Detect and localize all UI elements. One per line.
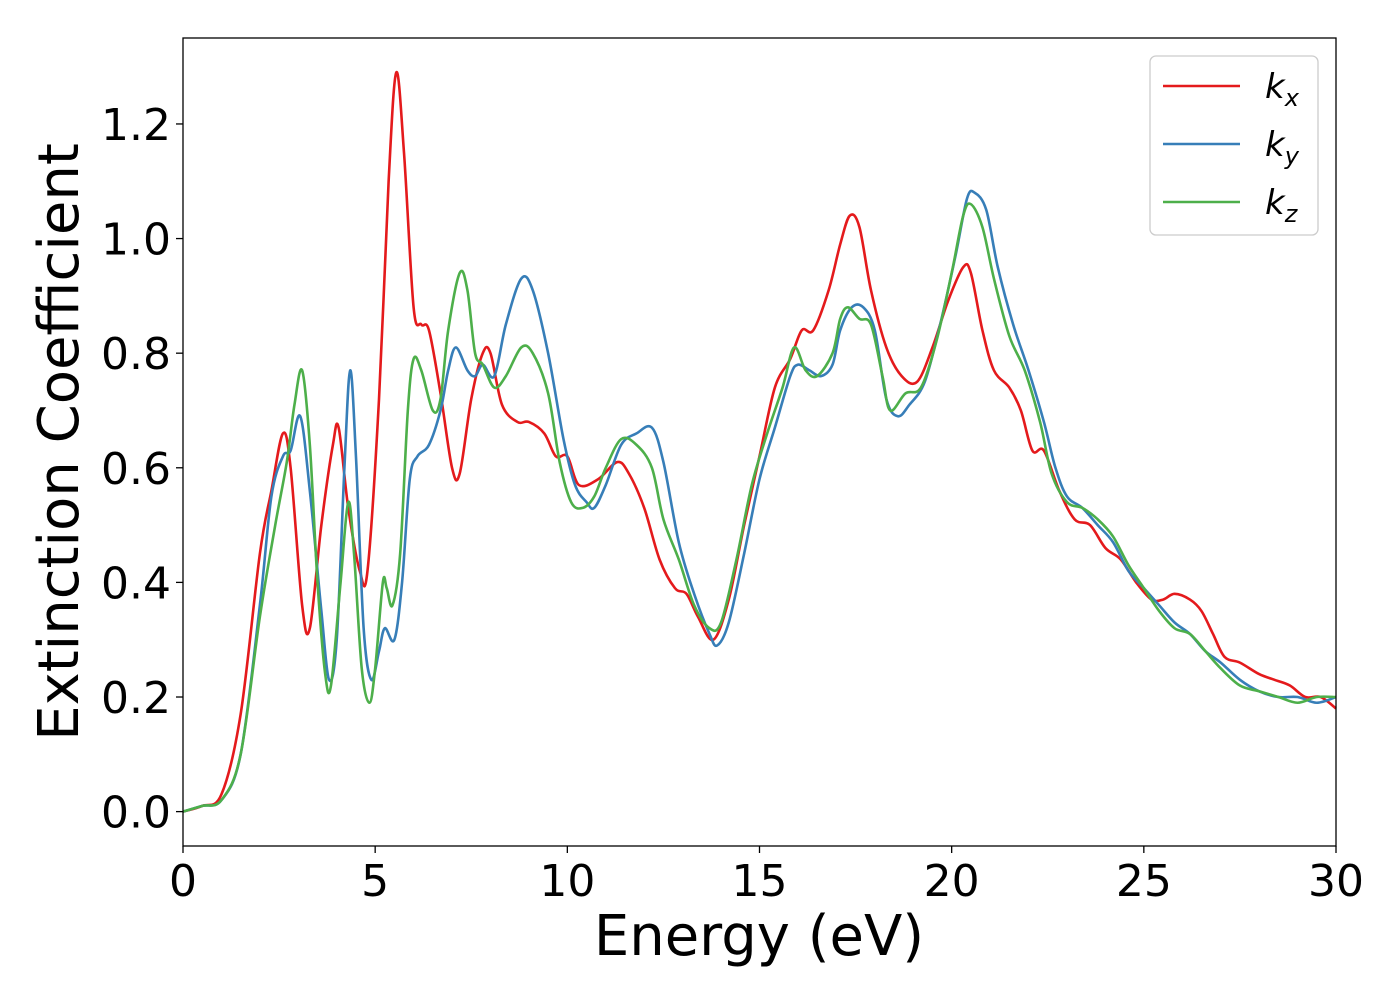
y-tick-label: 0.8 bbox=[101, 329, 171, 380]
x-tick-label: 10 bbox=[539, 856, 595, 907]
y-axis-label: Extinction Coefficient bbox=[27, 143, 92, 741]
y-tick-label: 0.6 bbox=[101, 444, 171, 495]
x-axis-ticks: 0 5 10 15 20 25 30 bbox=[169, 846, 1364, 907]
legend-frame bbox=[1149, 55, 1319, 236]
y-tick-label: 0.0 bbox=[101, 788, 171, 839]
y-tick-label: 1.0 bbox=[101, 215, 171, 266]
x-tick-label: 30 bbox=[1308, 856, 1364, 907]
x-axis-label: Energy (eV) bbox=[594, 904, 924, 969]
x-tick-label: 20 bbox=[924, 856, 980, 907]
x-tick-label: 5 bbox=[361, 856, 389, 907]
y-tick-label: 0.2 bbox=[101, 673, 171, 724]
series-lines bbox=[182, 71, 1337, 813]
y-tick-label: 0.4 bbox=[101, 558, 171, 609]
x-tick-label: 0 bbox=[169, 856, 197, 907]
y-axis-ticks: 0.0 0.2 0.4 0.6 0.8 1.0 1.2 bbox=[101, 100, 183, 839]
x-tick-label: 15 bbox=[732, 856, 788, 907]
x-tick-label: 25 bbox=[1116, 856, 1172, 907]
legend-label-k_z: kz bbox=[1265, 183, 1299, 228]
series-line-k_x bbox=[182, 71, 1337, 813]
y-tick-label: 1.2 bbox=[101, 100, 171, 151]
series-line-k_y bbox=[182, 189, 1337, 813]
series-line-k_z bbox=[182, 202, 1337, 813]
